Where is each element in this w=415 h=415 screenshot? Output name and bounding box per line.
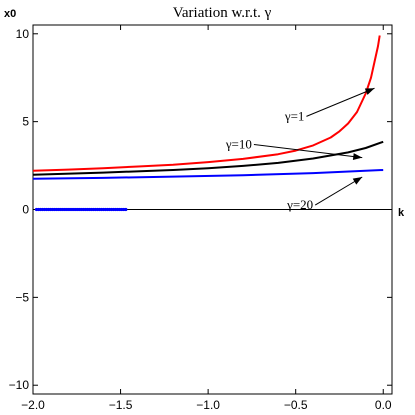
- arrowhead: [352, 153, 363, 161]
- annotation-arrow: [314, 176, 363, 206]
- y-tick-label: 10: [16, 27, 30, 41]
- chart-title: Variation w.r.t. γ: [173, 5, 272, 21]
- y-axis-label: x0: [4, 8, 16, 20]
- series-group: [32, 35, 384, 180]
- arrowhead: [352, 176, 363, 185]
- x-tick-label: −1.0: [196, 398, 220, 412]
- series-line-2: [32, 140, 384, 176]
- series-line-1: [32, 35, 381, 172]
- y-tick-label: 5: [22, 115, 29, 129]
- x-tick-label: −1.5: [109, 398, 133, 412]
- arrowhead: [364, 88, 375, 95]
- annotation-label: γ=1: [284, 108, 305, 123]
- y-tick-label: 0: [22, 203, 29, 217]
- marker-group: [34, 207, 128, 212]
- data-point: [124, 207, 128, 212]
- x-tick-label: −2.0: [21, 398, 45, 412]
- y-tick-label: −10: [9, 378, 30, 392]
- x-tick-label: −0.5: [284, 398, 308, 412]
- ticks-group: −2.0 −1.5 −1.0 −0.5 0.0 −10 −5 0 5 10: [9, 25, 392, 412]
- annotation-group: γ=1 γ=10 γ=20: [225, 87, 375, 212]
- annotation-arrow: [306, 87, 375, 117]
- annotation-arrow: [253, 143, 363, 159]
- series-line-3: [32, 169, 384, 180]
- x-tick-label: 0.0: [375, 398, 392, 412]
- annotation-label: γ=20: [286, 197, 313, 212]
- x-axis-label: k: [398, 207, 405, 219]
- annotation-label: γ=10: [225, 136, 252, 151]
- y-tick-label: −5: [15, 290, 29, 304]
